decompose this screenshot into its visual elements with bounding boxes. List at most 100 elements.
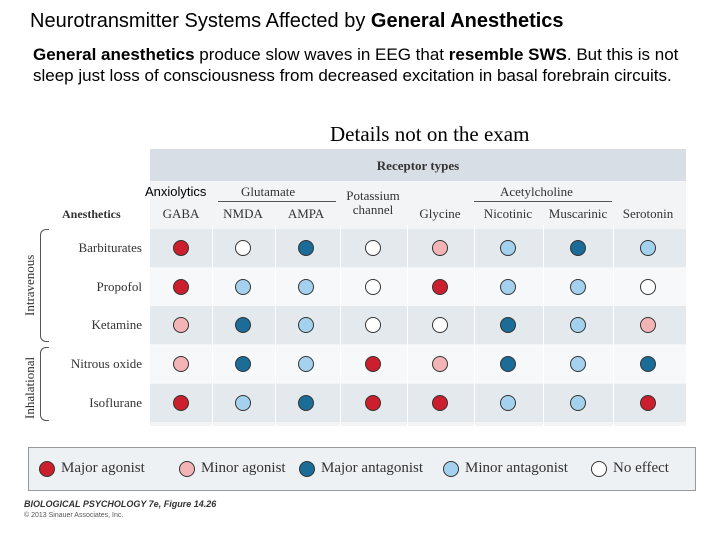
- effect-dot-minor-antagonist: [500, 395, 516, 411]
- effect-dot-no-effect: [365, 317, 381, 333]
- row-band: [150, 229, 686, 267]
- effect-dot-major-agonist: [173, 279, 189, 295]
- legend-label: No effect: [613, 460, 669, 476]
- effect-dot-no-effect: [640, 279, 656, 295]
- legend: Major agonist Minor agonist Major antagoni…: [28, 447, 696, 491]
- effect-dot-major-agonist: [432, 395, 448, 411]
- effect-dot-minor-antagonist: [298, 317, 314, 333]
- intravenous-bracket: [40, 229, 49, 342]
- legend-item-minor-antagonist: Minor antagonist: [443, 460, 568, 477]
- legend-swatch: [299, 460, 315, 477]
- effect-dot-minor-antagonist: [235, 279, 251, 295]
- effect-dot-minor-antagonist: [235, 395, 251, 411]
- effect-dot-major-agonist: [365, 356, 381, 372]
- legend-item-minor-agonist: Minor agonist: [179, 460, 286, 477]
- para-bold-2: resemble SWS: [448, 45, 567, 64]
- group-label-acetylcholine: Acetylcholine: [500, 184, 573, 199]
- effect-dot-major-antagonist: [570, 240, 586, 256]
- effect-dot-minor-antagonist: [500, 279, 516, 295]
- acetylcholine-group-line: [474, 201, 612, 202]
- column-separator: [212, 225, 213, 426]
- effect-dot-major-agonist: [173, 240, 189, 256]
- effect-dot-minor-agonist: [173, 317, 189, 333]
- column-header-gaba: GABA: [162, 206, 200, 221]
- legend-label: Major antagonist: [321, 460, 424, 476]
- effect-dot-no-effect: [365, 279, 381, 295]
- effect-dot-minor-agonist: [173, 356, 189, 372]
- row-label-barbiturates: Barbiturates: [78, 240, 142, 255]
- slide-title-bold: General Anesthetics: [370, 10, 564, 32]
- row-label-ketamine: Ketamine: [91, 317, 142, 332]
- figure-citation: BIOLOGICAL PSYCHOLOGY 7e, Figure 14.26: [24, 499, 217, 509]
- column-separator: [474, 225, 475, 426]
- column-header-nicotinic: Nicotinic: [483, 206, 533, 221]
- column-separator: [340, 225, 341, 426]
- effect-dot-minor-antagonist: [570, 356, 586, 372]
- legend-swatch: [39, 460, 55, 477]
- effect-dot-no-effect: [235, 240, 251, 256]
- receptor-types-header: Receptor types: [376, 158, 460, 173]
- effect-dot-minor-antagonist: [640, 240, 656, 256]
- column-separator: [613, 225, 614, 426]
- column-header-line: Potassium: [346, 188, 400, 203]
- receptor-header-band: [150, 149, 686, 181]
- column-header-potassium-channel: Potassium channel: [346, 189, 399, 217]
- legend-swatch: [443, 460, 459, 477]
- effect-dot-major-antagonist: [500, 356, 516, 372]
- para-text-1: produce slow waves in EEG that: [194, 45, 449, 64]
- effect-dot-major-agonist: [640, 395, 656, 411]
- effect-dot-major-agonist: [365, 395, 381, 411]
- legend-swatch: [179, 460, 195, 477]
- slide-title-plain: Neurotransmitter Systems Affected by: [30, 10, 371, 32]
- column-header-ampa: AMPA: [287, 206, 325, 221]
- effect-dot-major-antagonist: [640, 356, 656, 372]
- effect-dot-minor-antagonist: [570, 395, 586, 411]
- column-header-line: channel: [352, 202, 394, 217]
- effect-dot-minor-antagonist: [570, 317, 586, 333]
- group-label-glutamate: Glutamate: [241, 184, 296, 199]
- effect-dot-no-effect: [432, 317, 448, 333]
- legend-item-major-antagonist: Major antagonist: [299, 460, 423, 477]
- legend-label: Minor agonist: [201, 460, 286, 476]
- row-label-isoflurane: Isoflurane: [89, 395, 142, 410]
- effect-dot-minor-agonist: [640, 317, 656, 333]
- row-band: [150, 268, 686, 306]
- inhalational-label: Inhalational: [22, 356, 37, 419]
- legend-swatch: [591, 460, 607, 477]
- row-band: [150, 306, 686, 344]
- legend-label: Minor antagonist: [465, 460, 568, 476]
- slide-title: Neurotransmitter Systems Affected by Gen…: [30, 10, 564, 33]
- effect-dot-major-antagonist: [298, 240, 314, 256]
- para-bold-1: General anesthetics: [33, 45, 195, 64]
- column-header-nmda: NMDA: [223, 206, 263, 221]
- column-header-serotonin: Serotonin: [622, 206, 674, 221]
- glutamate-group-line: [218, 201, 336, 202]
- legend-item-no-effect: No effect: [591, 460, 669, 477]
- legend-item-major-agonist: Major agonist: [39, 460, 145, 477]
- effect-dot-minor-antagonist: [570, 279, 586, 295]
- column-separator: [407, 225, 408, 426]
- effect-dot-minor-antagonist: [298, 279, 314, 295]
- anesthetics-header: Anesthetics: [62, 207, 121, 221]
- intravenous-label: Intravenous: [22, 254, 37, 316]
- anxiolytics-label: Anxiolytics: [145, 184, 207, 199]
- effect-dot-minor-agonist: [432, 240, 448, 256]
- column-header-muscarinic: Muscarinic: [548, 206, 608, 221]
- column-separator: [543, 225, 544, 426]
- details-note: Details not on the exam: [330, 122, 530, 146]
- effect-dot-minor-agonist: [432, 356, 448, 372]
- effect-dot-major-agonist: [432, 279, 448, 295]
- legend-label: Major agonist: [61, 460, 145, 476]
- effect-dot-major-antagonist: [235, 356, 251, 372]
- effect-dot-major-antagonist: [235, 317, 251, 333]
- effect-dot-major-antagonist: [298, 395, 314, 411]
- para-text-2: . But this is not sleep just loss of con…: [33, 45, 679, 85]
- figure-copyright: © 2013 Sinauer Associates, Inc.: [24, 512, 124, 519]
- effect-dot-no-effect: [365, 240, 381, 256]
- intro-paragraph: General anesthetics produce slow waves i…: [33, 44, 703, 86]
- row-band: [150, 345, 686, 383]
- column-separator: [275, 225, 276, 426]
- inhalational-bracket: [40, 347, 49, 421]
- row-band: [150, 384, 686, 422]
- column-header-glycine: Glycine: [419, 206, 461, 221]
